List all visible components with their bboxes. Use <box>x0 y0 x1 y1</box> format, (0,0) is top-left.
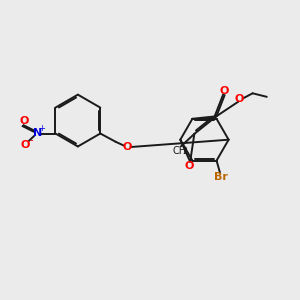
Text: 3: 3 <box>183 147 188 156</box>
Text: O: O <box>122 142 131 152</box>
Text: O: O <box>20 116 29 126</box>
Text: O: O <box>21 140 30 150</box>
Text: -: - <box>29 135 33 145</box>
Text: Br: Br <box>214 172 228 182</box>
Text: O: O <box>219 86 229 96</box>
Text: O: O <box>235 94 244 104</box>
Text: N: N <box>32 128 42 138</box>
Text: O: O <box>185 161 194 171</box>
Text: CH: CH <box>172 146 187 156</box>
Text: +: + <box>38 124 45 133</box>
